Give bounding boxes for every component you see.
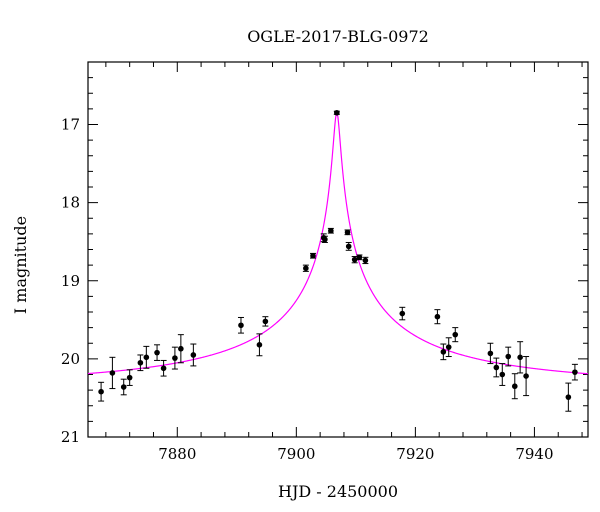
data-point (351, 256, 358, 264)
data-marker (322, 236, 328, 243)
chart-title: OGLE-2017-BLG-0972 (247, 27, 429, 46)
data-point (362, 256, 369, 265)
data-marker (434, 313, 441, 320)
data-point (493, 357, 500, 378)
data-marker (172, 355, 178, 361)
data-point (523, 356, 530, 397)
data-marker (310, 252, 316, 259)
data-point (177, 334, 184, 364)
data-marker (452, 331, 459, 338)
data-marker (256, 342, 263, 348)
data-point (237, 316, 244, 334)
data-marker (143, 354, 150, 361)
data-point (154, 344, 161, 361)
y-tick-label: 17 (61, 116, 80, 134)
data-point (333, 109, 340, 116)
data-marker (487, 350, 494, 357)
data-point (310, 252, 316, 259)
data-marker (493, 364, 500, 371)
data-marker (499, 371, 506, 378)
data-point (126, 369, 133, 386)
data-points-layer (98, 109, 578, 412)
data-point (160, 359, 167, 377)
data-marker (345, 243, 352, 250)
data-marker (238, 322, 244, 329)
data-marker (334, 109, 340, 116)
data-point (517, 341, 524, 374)
axis-ticks: 7880 7900 7920 7940 17 18 19 20 21 (61, 61, 588, 463)
data-point (327, 227, 334, 234)
data-point (171, 346, 178, 370)
data-point (190, 343, 197, 367)
data-point (571, 363, 578, 381)
data-marker (572, 369, 578, 375)
y-axis-label: I magnitude (11, 216, 30, 314)
x-axis-label: HJD - 2450000 (278, 482, 398, 501)
data-marker (262, 318, 269, 325)
data-marker (511, 383, 518, 390)
data-marker (523, 373, 529, 379)
y-tick-label: 20 (61, 350, 80, 368)
data-point (321, 235, 328, 243)
model-curve (87, 111, 589, 375)
data-point (487, 342, 494, 365)
x-tick-label: 7880 (158, 445, 196, 463)
data-point (109, 356, 116, 390)
data-marker (160, 365, 167, 372)
data-point (452, 327, 459, 343)
data-point (256, 333, 263, 357)
x-tick-label: 7900 (277, 445, 315, 463)
data-marker (440, 349, 447, 355)
data-point (345, 241, 352, 251)
data-marker (109, 370, 116, 376)
data-point (511, 373, 518, 400)
data-point (565, 382, 572, 412)
x-tick-label: 7940 (515, 445, 553, 463)
x-tick-label: 7920 (396, 445, 434, 463)
data-marker (505, 353, 512, 360)
data-point (344, 229, 351, 236)
data-point (434, 309, 441, 325)
data-marker (126, 374, 133, 381)
data-marker (351, 256, 358, 263)
data-marker (565, 394, 572, 400)
data-marker (344, 229, 351, 236)
data-point (499, 363, 506, 386)
data-marker (154, 349, 160, 356)
data-point (98, 381, 105, 402)
data-point (137, 354, 144, 372)
data-point (356, 254, 363, 261)
data-marker (517, 354, 523, 361)
data-marker (399, 310, 406, 317)
data-marker (98, 388, 104, 395)
model-curve-layer (87, 111, 589, 375)
data-marker (356, 254, 363, 261)
data-marker (362, 257, 369, 264)
data-point (262, 316, 269, 327)
data-marker (190, 352, 197, 358)
data-point (399, 306, 406, 321)
data-point (440, 343, 447, 361)
data-marker (137, 359, 144, 366)
y-tick-label: 21 (61, 428, 80, 446)
data-point (302, 264, 309, 272)
data-marker (120, 384, 127, 390)
y-tick-label: 19 (61, 272, 80, 290)
data-point (120, 378, 127, 396)
data-marker (303, 265, 309, 272)
data-marker (178, 345, 184, 352)
data-marker (328, 227, 334, 234)
data-point (143, 345, 150, 369)
y-tick-label: 18 (61, 194, 80, 212)
data-point (445, 337, 452, 358)
data-point (505, 346, 512, 367)
data-marker (445, 344, 452, 350)
